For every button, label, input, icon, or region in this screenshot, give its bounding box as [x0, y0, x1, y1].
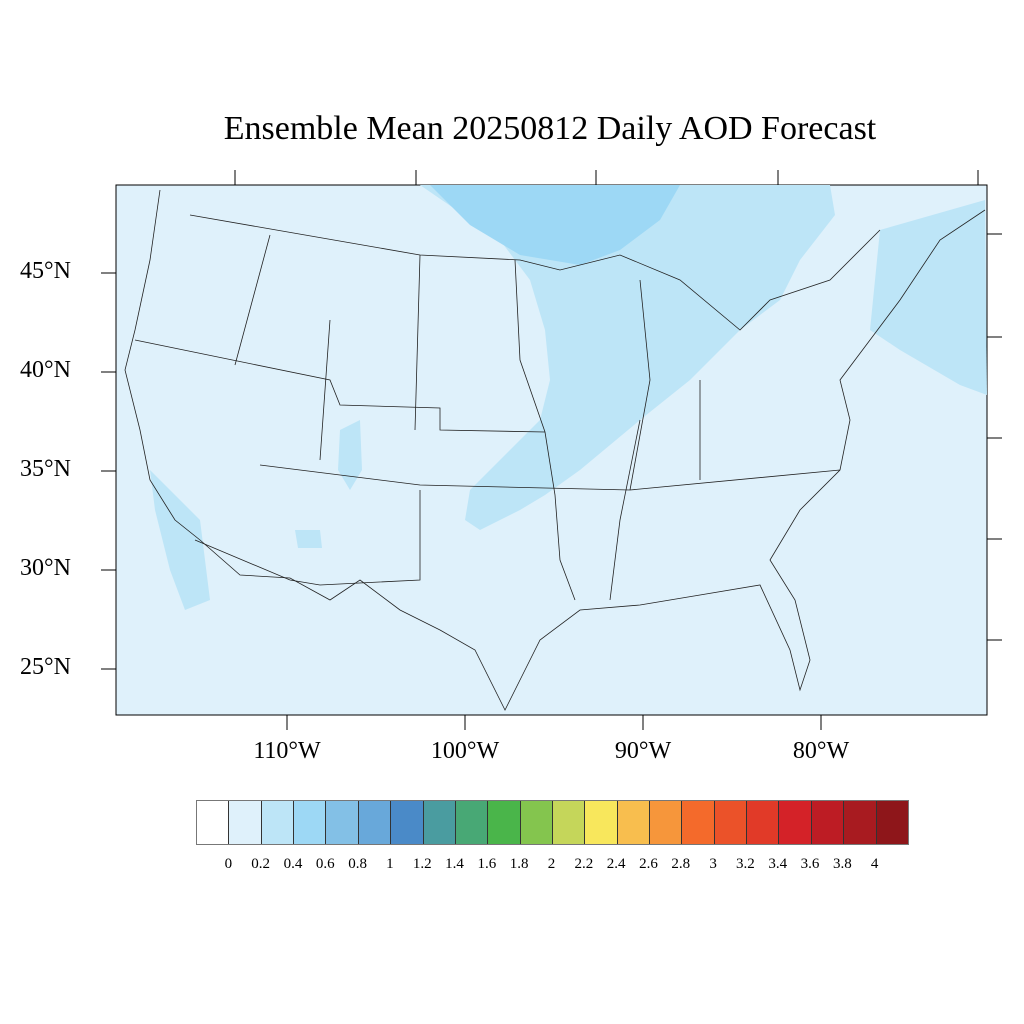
- colorbar-label: 3.2: [736, 856, 755, 872]
- colorbar-swatch: [779, 801, 812, 844]
- colorbar-swatch: [229, 801, 262, 844]
- lat-label: 35°N: [20, 456, 71, 482]
- coastline-and-borders: [124, 189, 986, 711]
- colorbar-swatch: [326, 801, 359, 844]
- lon-label: 100°W: [430, 738, 500, 764]
- axis-ticks: [101, 170, 1002, 730]
- colorbar-swatch: [552, 801, 586, 844]
- colorbar-label: 1.2: [412, 856, 432, 872]
- colorbar-label: 3.6: [800, 856, 820, 872]
- map-title: Ensemble Mean 20250812 Daily AOD Forecas…: [223, 110, 877, 147]
- colorbar-swatch: [617, 801, 651, 844]
- colorbar-swatch: [455, 801, 489, 844]
- colorbar-swatch: [294, 801, 327, 844]
- colorbar: [196, 800, 909, 845]
- colorbar-label: 2.2: [574, 856, 594, 872]
- colorbar-label: 2.4: [606, 856, 626, 872]
- colorbar-swatch: [650, 801, 683, 844]
- colorbar-swatch: [747, 801, 780, 844]
- colorbar-swatch: [391, 801, 424, 844]
- colorbar-swatch: [488, 801, 521, 844]
- lat-label: 40°N: [20, 357, 71, 383]
- colorbar-label: 4: [870, 856, 879, 872]
- colorbar-swatch: [714, 801, 748, 844]
- lat-label: 45°N: [20, 258, 71, 284]
- colorbar-swatch: [197, 801, 230, 844]
- colorbar-swatch: [520, 801, 553, 844]
- aod-plumes: [150, 185, 987, 610]
- colorbar-label: 2.8: [671, 856, 691, 872]
- colorbar-swatch: [423, 801, 456, 844]
- colorbar-label: 1.6: [477, 856, 497, 872]
- colorbar-label: 3.8: [832, 856, 852, 872]
- colorbar-swatch: [261, 801, 295, 844]
- colorbar-label: 0.2: [251, 856, 270, 872]
- colorbar-label: 1.4: [445, 856, 464, 872]
- lon-label: 110°W: [253, 738, 321, 764]
- colorbar-swatch: [811, 801, 845, 844]
- colorbar-label: 3: [709, 856, 717, 872]
- colorbar-label: 0.4: [283, 856, 303, 872]
- colorbar-label: 2.6: [639, 856, 658, 872]
- colorbar-label: 0: [224, 856, 233, 872]
- colorbar-label: 2: [547, 856, 556, 872]
- lon-label: 90°W: [614, 738, 672, 764]
- lon-label: 80°W: [792, 738, 850, 764]
- colorbar-label: 3.4: [768, 856, 788, 872]
- colorbar-label: 0.6: [315, 856, 335, 872]
- lat-label: 30°N: [20, 555, 71, 581]
- lat-label: 25°N: [20, 654, 71, 680]
- colorbar-swatch: [585, 801, 618, 844]
- colorbar-label: 0.8: [348, 856, 367, 872]
- colorbar-swatch: [358, 801, 392, 844]
- colorbar-swatch: [876, 801, 908, 844]
- colorbar-label: 1.8: [509, 856, 529, 872]
- colorbar-swatch: [844, 801, 877, 844]
- colorbar-swatch: [682, 801, 715, 844]
- colorbar-label: 1: [386, 856, 394, 872]
- aod-plume-high: [430, 185, 680, 265]
